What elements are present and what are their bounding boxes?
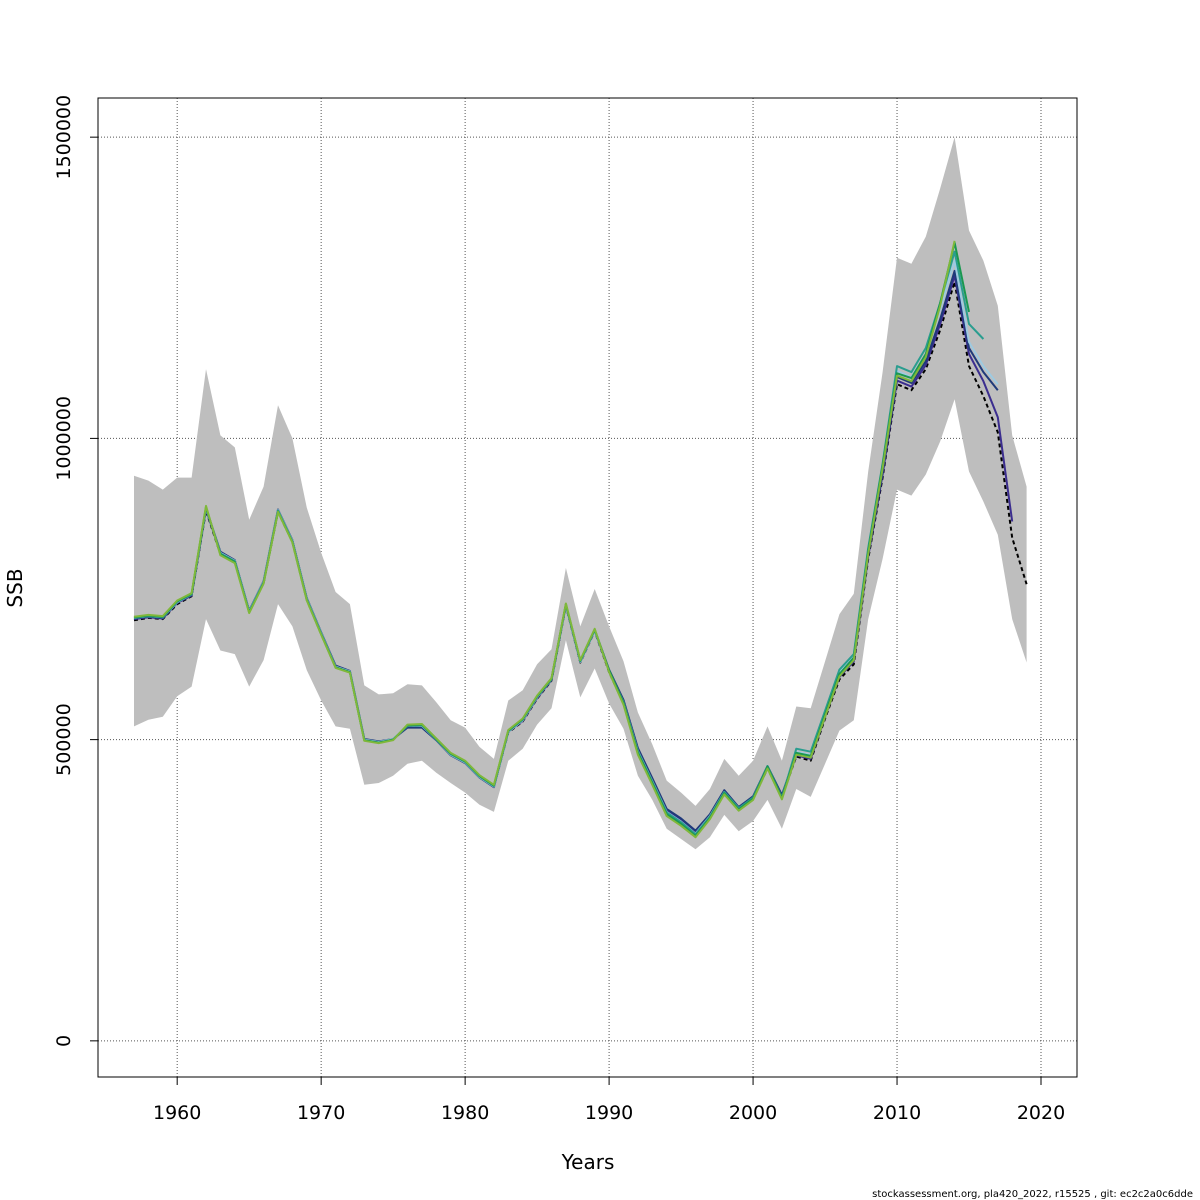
series-lines xyxy=(133,240,1028,839)
confidence-band-area xyxy=(134,137,1027,850)
plot-frame xyxy=(97,97,1078,1078)
y-tick-label: 500000 xyxy=(53,703,75,776)
y-axis-title: SSB xyxy=(3,568,27,607)
x-axis-title: Years xyxy=(561,1150,615,1174)
x-tick-label: 2000 xyxy=(729,1102,777,1124)
x-tick-label: 2010 xyxy=(873,1102,921,1124)
y-axis: 0 500000 1000000 1500000 xyxy=(53,95,98,1047)
x-tick-label: 1970 xyxy=(297,1102,345,1124)
x-tick-label: 1960 xyxy=(153,1102,201,1124)
x-tick-label: 1990 xyxy=(585,1102,633,1124)
x-axis: 1960 1970 1980 1990 2000 2010 2020 xyxy=(153,1077,1065,1124)
y-tick-label: 1000000 xyxy=(53,396,75,481)
confidence-band xyxy=(134,137,1027,850)
series-line-olive xyxy=(133,240,956,839)
y-tick-label: 1500000 xyxy=(53,95,75,180)
y-tick-label: 0 xyxy=(53,1035,75,1047)
x-tick-label: 2020 xyxy=(1017,1102,1065,1124)
footer-credit: stockassessment.org, pla420_2022, r15525… xyxy=(872,1189,1193,1200)
x-tick-label: 1980 xyxy=(441,1102,489,1124)
